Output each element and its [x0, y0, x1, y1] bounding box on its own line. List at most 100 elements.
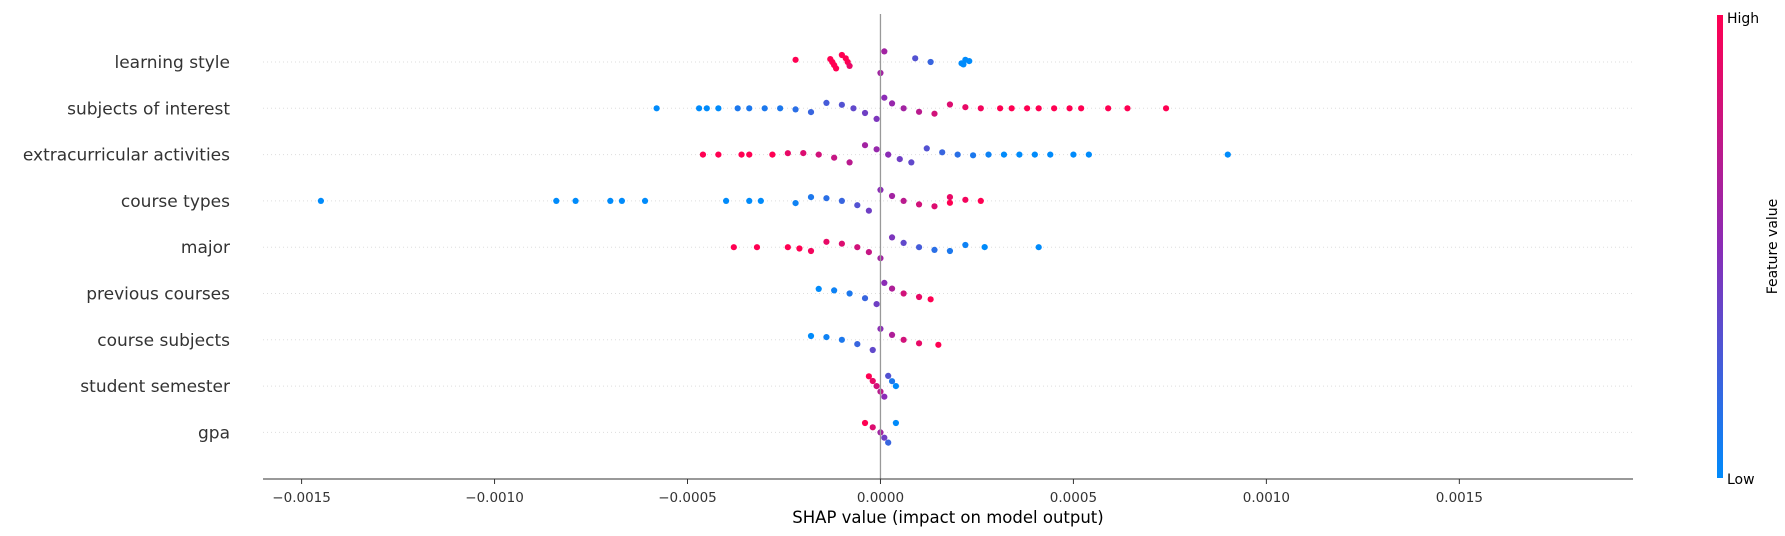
- shap-point: [807, 247, 815, 255]
- shap-point: [1224, 151, 1231, 158]
- x-axis: −0.0015 −0.0010 −0.0005 0.0000 0.0005 0.0010 0…: [263, 478, 1633, 506]
- shap-point: [715, 105, 722, 112]
- feature-label: course types: [121, 192, 230, 212]
- shap-point: [715, 151, 722, 158]
- shap-point: [865, 207, 872, 214]
- shap-point: [807, 332, 815, 340]
- shap-point: [838, 240, 845, 247]
- shap-point: [977, 105, 984, 112]
- feature-label: gpa: [198, 423, 230, 443]
- shap-point: [981, 244, 988, 251]
- shap-point: [653, 105, 660, 112]
- shap-point: [746, 197, 753, 204]
- feature-label: major: [181, 238, 230, 258]
- shap-point: [915, 244, 923, 251]
- feature-label: subjects of interest: [67, 99, 230, 119]
- shap-point: [738, 151, 745, 158]
- shap-point: [885, 439, 892, 446]
- shap-point: [885, 151, 892, 158]
- feature-rows: learning style subjects of interest extrac…: [23, 53, 1633, 443]
- shap-point: [869, 346, 876, 354]
- shap-point: [869, 377, 876, 385]
- shap-point: [869, 424, 876, 431]
- colorbar-gradient: [1717, 15, 1723, 478]
- shap-point: [900, 290, 907, 297]
- shap-point: [892, 383, 900, 390]
- shap-point: [873, 146, 880, 153]
- shap-point: [873, 301, 880, 308]
- shap-point: [939, 149, 946, 156]
- shap-point: [861, 142, 869, 149]
- shap-point: [915, 293, 923, 301]
- shap-point: [861, 419, 869, 427]
- shap-point: [769, 151, 776, 158]
- shap-point: [1035, 105, 1042, 112]
- shap-point: [888, 234, 896, 241]
- shap-point: [962, 196, 969, 203]
- shap-point: [753, 244, 761, 251]
- shap-point: [881, 48, 888, 55]
- x-tick-label: 0.0005: [1050, 490, 1097, 506]
- shap-point: [823, 99, 830, 106]
- feature-label: previous courses: [86, 285, 230, 305]
- shap-point: [761, 105, 768, 112]
- shap-point: [881, 279, 888, 286]
- colorbar: High Low Feature value: [1717, 11, 1781, 488]
- x-tick-label: 0.0010: [1243, 490, 1290, 506]
- shap-point: [927, 58, 934, 66]
- x-tick-label: 0.0000: [857, 490, 904, 506]
- shap-point: [931, 110, 938, 117]
- shap-point: [838, 101, 845, 108]
- shap-point: [784, 150, 791, 157]
- shap-point: [838, 336, 845, 343]
- shap-point: [553, 197, 560, 204]
- shap-point: [931, 246, 938, 253]
- colorbar-title: Feature value: [1765, 199, 1781, 295]
- feature-label: student semester: [80, 377, 230, 397]
- shap-point: [831, 154, 838, 161]
- shap-point: [861, 295, 869, 302]
- shap-point: [1031, 151, 1038, 158]
- shap-point: [915, 201, 923, 208]
- shap-point: [954, 151, 961, 158]
- shap-point: [734, 105, 741, 112]
- shap-point: [966, 58, 973, 65]
- shap-point: [896, 156, 903, 163]
- shap-point: [815, 151, 822, 158]
- shap-point: [865, 249, 872, 256]
- shap-point: [784, 244, 791, 251]
- shap-point: [915, 108, 923, 115]
- shap-point: [912, 55, 919, 62]
- feature-label: course subjects: [97, 331, 230, 351]
- shap-point: [1124, 105, 1131, 112]
- shap-point: [1008, 105, 1015, 112]
- shap-point: [962, 104, 969, 111]
- shap-point: [317, 197, 324, 204]
- shap-point: [861, 109, 869, 117]
- shap-point: [823, 334, 830, 341]
- shap-point: [881, 94, 888, 101]
- x-tick-label: −0.0015: [272, 490, 331, 506]
- shap-point: [881, 434, 888, 441]
- shap-point: [730, 244, 737, 251]
- feature-label: extracurricular activities: [23, 146, 230, 166]
- shap-point: [969, 152, 977, 159]
- shap-point: [923, 145, 930, 152]
- shap-point: [703, 105, 710, 112]
- x-tick-label: 0.0015: [1436, 490, 1483, 506]
- shap-point: [873, 115, 880, 122]
- shap-point: [927, 296, 934, 303]
- shap-point: [846, 159, 853, 166]
- shap-point: [618, 197, 626, 204]
- shap-point: [823, 195, 830, 202]
- feature-label: learning style: [114, 53, 230, 73]
- shap-point: [915, 340, 923, 347]
- shap-point: [722, 197, 730, 204]
- shap-point: [807, 109, 815, 116]
- shap-point: [1000, 151, 1008, 158]
- shap-point: [695, 105, 703, 112]
- shap-point: [699, 151, 707, 158]
- shap-point: [977, 197, 984, 204]
- shap-point: [900, 336, 907, 343]
